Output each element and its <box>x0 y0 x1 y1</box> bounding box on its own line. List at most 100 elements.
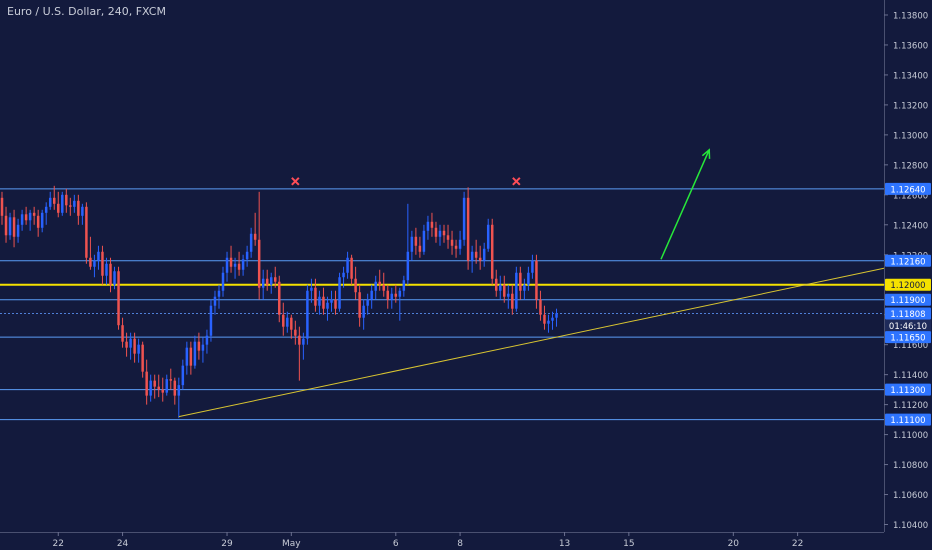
y-tick-label: 1.13800 <box>893 11 928 21</box>
candle-body <box>410 236 414 252</box>
x-tick-label: 8 <box>457 539 463 549</box>
candle-body <box>547 320 550 324</box>
candle-body <box>282 314 285 327</box>
candle-body <box>342 272 345 278</box>
candle-body <box>173 380 177 396</box>
candle-body <box>65 194 68 206</box>
candle-body <box>237 263 241 270</box>
x-tick-label: 22 <box>792 539 803 549</box>
y-tick-label: 1.12800 <box>893 161 928 171</box>
candle-body <box>189 347 193 366</box>
candle-body <box>16 224 20 237</box>
x-tick-label: May <box>282 539 301 549</box>
candle-body <box>109 263 112 285</box>
candle-body <box>535 260 538 300</box>
cross-marker <box>291 177 300 186</box>
level-label: 1.12160 <box>890 257 925 267</box>
candle-body <box>458 239 462 249</box>
candle-body <box>507 293 510 297</box>
candle-body <box>20 214 24 225</box>
candle-body <box>93 260 96 267</box>
level-label-box <box>885 413 931 426</box>
candle-body <box>185 347 189 366</box>
candle-body <box>286 317 289 327</box>
candle-body <box>85 206 88 258</box>
candle-body <box>24 214 28 221</box>
projection-arrowhead <box>701 148 711 159</box>
y-tick-label: 1.11600 <box>893 341 928 351</box>
candle-body <box>294 329 297 336</box>
y-tick-label: 1.10600 <box>893 491 928 501</box>
drawings <box>178 148 885 418</box>
candle-body <box>543 314 546 324</box>
candle-body <box>486 224 490 249</box>
candle-body <box>32 212 36 216</box>
level-label-box <box>885 254 931 267</box>
level-label-box <box>885 293 931 306</box>
candle-body <box>137 344 140 354</box>
candle-body <box>165 379 169 393</box>
candle-body <box>69 205 72 207</box>
y-tick-label: 1.13400 <box>893 71 928 81</box>
countdown-label: 01:46:10 <box>889 322 927 332</box>
candle-body <box>225 257 229 273</box>
candle-body <box>418 245 422 252</box>
candle-body <box>241 259 245 270</box>
cross-marker <box>512 177 521 186</box>
candle-body <box>346 257 349 273</box>
horizontal-levels <box>0 188 884 421</box>
candle-body <box>89 257 92 267</box>
price-axis: 1.13800 1.13600 1.13400 1.13200 1.13000 1.128… <box>884 0 932 550</box>
candle-body <box>503 284 506 297</box>
candle-body <box>555 313 558 318</box>
x-tick-label: 20 <box>728 539 740 549</box>
level-label: 1.11650 <box>890 334 925 344</box>
level-label-box <box>885 383 931 396</box>
candle-body <box>306 290 309 339</box>
candle-body <box>330 299 333 303</box>
candle-body <box>117 271 120 326</box>
candle-body <box>531 260 534 273</box>
candle-body <box>97 251 100 261</box>
candle-body <box>511 293 514 309</box>
candle-body <box>302 338 305 345</box>
level-label-box <box>885 331 931 344</box>
candle-body <box>177 385 181 396</box>
candle-body <box>366 299 369 306</box>
y-tick-label: 1.10400 <box>893 521 928 531</box>
candle-body <box>129 338 132 348</box>
candle-body <box>378 281 381 285</box>
candle-body <box>430 221 434 228</box>
y-tick-label: 1.11000 <box>893 431 928 441</box>
candle-body <box>515 272 518 309</box>
level-label-box <box>885 307 931 320</box>
candle-body <box>133 338 136 354</box>
y-tick-label: 1.11200 <box>893 401 928 411</box>
candle-body <box>374 281 377 291</box>
candle-body <box>52 197 56 204</box>
candle-body <box>442 230 446 236</box>
candle-body <box>81 206 84 216</box>
candle-body <box>466 197 470 261</box>
candle-body <box>61 194 64 213</box>
candle-body <box>434 227 438 237</box>
candle-body <box>519 272 522 291</box>
level-label: 1.11900 <box>890 296 925 306</box>
projection-arrow <box>660 149 710 260</box>
candle-body <box>209 305 213 336</box>
level-label: 1.12640 <box>890 185 925 195</box>
candle-body <box>310 287 313 291</box>
candle-body <box>338 277 341 309</box>
candle-body <box>169 379 173 381</box>
candle-body <box>350 257 353 279</box>
candle-body <box>36 215 40 228</box>
countdown-box <box>885 319 931 332</box>
candle-body <box>426 221 430 231</box>
candle-body <box>161 389 164 393</box>
candle-body <box>28 212 32 221</box>
time-axis: 22 24 29 May 6 8 13 15 20 22 <box>0 532 884 549</box>
y-tick-label: 1.13000 <box>893 131 928 141</box>
candle-body <box>394 293 398 297</box>
